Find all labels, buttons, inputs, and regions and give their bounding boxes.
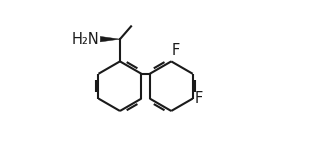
Text: F: F [195,91,203,106]
Polygon shape [100,36,120,42]
Text: F: F [172,43,180,58]
Text: H₂N: H₂N [71,32,99,47]
